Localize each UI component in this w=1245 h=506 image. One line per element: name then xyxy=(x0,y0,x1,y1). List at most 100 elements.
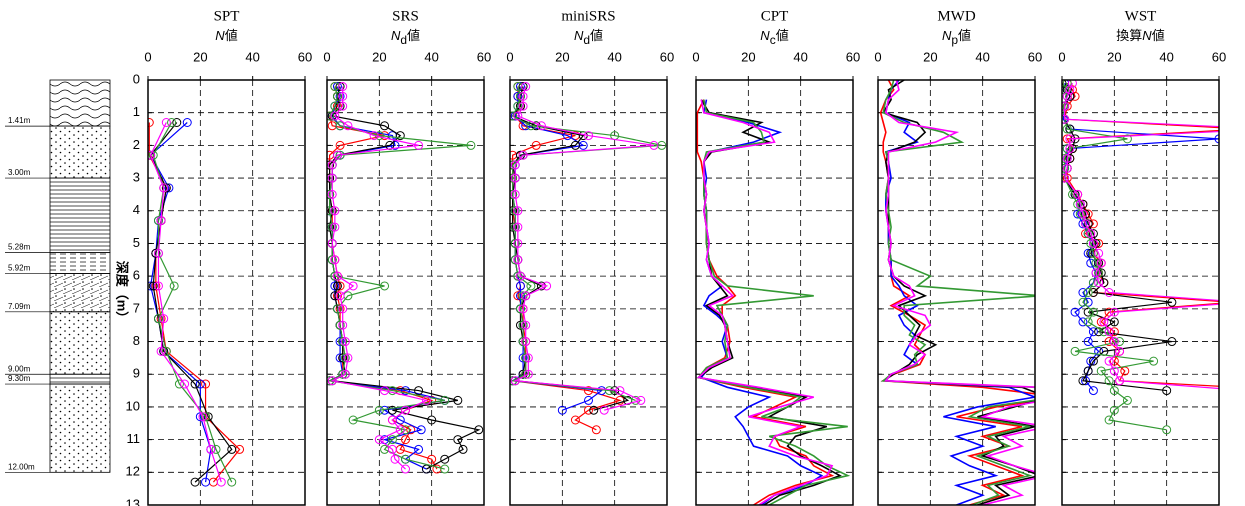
data-point xyxy=(338,82,348,92)
series-line xyxy=(152,122,233,483)
data-point xyxy=(195,379,205,389)
x-tick-label: 0 xyxy=(692,49,699,64)
series-line xyxy=(327,86,471,470)
data-point xyxy=(1075,199,1085,209)
data-point xyxy=(510,160,518,170)
data-point xyxy=(387,444,397,454)
data-point xyxy=(1122,395,1132,405)
data-point xyxy=(1078,209,1088,219)
data-point xyxy=(1070,346,1080,356)
data-point xyxy=(510,160,520,170)
data-point xyxy=(338,304,348,314)
soil-layer xyxy=(49,373,111,385)
data-point xyxy=(1083,307,1093,317)
data-point xyxy=(330,255,340,265)
data-point xyxy=(335,281,345,291)
data-point xyxy=(1162,425,1172,435)
data-point xyxy=(156,314,166,324)
subtitle-suffix: 値 xyxy=(407,28,420,43)
soil-layer xyxy=(49,177,111,254)
layer-depth-label: 12.00m xyxy=(8,462,35,471)
data-point xyxy=(343,353,353,363)
data-point xyxy=(1104,288,1114,297)
data-point xyxy=(584,395,593,405)
layer-depth-label: 9.00m xyxy=(8,364,31,373)
data-point xyxy=(513,238,523,248)
panel-title: SPT xyxy=(214,8,240,24)
data-point xyxy=(584,405,593,415)
data-point xyxy=(1062,153,1072,163)
data-point xyxy=(599,405,609,415)
data-point xyxy=(515,281,525,291)
data-point xyxy=(510,189,518,199)
data-point xyxy=(340,337,350,347)
panel-subtitle: Nd値 xyxy=(391,28,420,47)
data-point xyxy=(521,337,531,347)
data-point xyxy=(1083,288,1093,297)
data-point xyxy=(332,281,342,291)
x-tick-label: 0 xyxy=(874,49,881,64)
data-point xyxy=(1088,288,1098,297)
data-point xyxy=(401,454,410,464)
data-point xyxy=(1062,163,1070,173)
data-point xyxy=(1083,317,1093,327)
data-point xyxy=(416,425,426,435)
data-point xyxy=(174,379,184,389)
x-tick-label: 20 xyxy=(555,49,569,64)
data-point xyxy=(327,189,337,199)
plot-frame xyxy=(326,79,485,506)
data-point xyxy=(584,386,593,396)
data-point xyxy=(591,425,601,435)
data-point xyxy=(330,281,340,291)
data-point xyxy=(515,291,525,301)
x-tick-label: 40 xyxy=(424,49,438,64)
data-point xyxy=(1109,317,1119,327)
data-point xyxy=(332,291,342,301)
panel-title: CPT xyxy=(761,8,789,24)
data-point xyxy=(510,111,518,121)
series-line xyxy=(699,99,824,505)
data-point xyxy=(1088,238,1098,248)
data-point xyxy=(1109,366,1119,376)
data-point xyxy=(521,320,531,330)
plot-frame xyxy=(695,79,854,506)
y-tick-label: 0 xyxy=(133,71,140,86)
data-point xyxy=(343,121,353,131)
data-point xyxy=(1078,199,1088,209)
data-point xyxy=(340,369,350,379)
data-point xyxy=(1067,189,1077,199)
data-point xyxy=(1065,91,1075,101)
data-point xyxy=(515,82,525,92)
series-line xyxy=(329,86,481,470)
data-point xyxy=(458,444,468,454)
data-point xyxy=(153,216,163,226)
data-point xyxy=(374,435,384,445)
data-point xyxy=(510,206,518,216)
layer-depth-label: 7.09m xyxy=(8,302,31,311)
data-point xyxy=(1062,101,1070,111)
data-point xyxy=(180,379,190,389)
data-point xyxy=(513,222,523,232)
data-point xyxy=(327,160,337,170)
data-point xyxy=(348,415,358,425)
data-point xyxy=(523,353,533,363)
data-point xyxy=(589,405,599,415)
data-point xyxy=(327,189,335,199)
data-point xyxy=(1086,238,1096,248)
data-point xyxy=(1241,387,1245,395)
data-point xyxy=(338,337,348,347)
data-point xyxy=(203,412,213,422)
data-point xyxy=(1083,366,1093,376)
layer-depth-label: 5.28m xyxy=(8,243,31,252)
data-point xyxy=(1062,85,1070,95)
data-point xyxy=(387,415,397,425)
series-line xyxy=(697,99,851,505)
y-tick-label: 8 xyxy=(133,333,140,348)
y-tick-label: 3 xyxy=(133,170,140,185)
plot-frame xyxy=(1061,79,1220,506)
series-line xyxy=(1063,83,1219,390)
data-point xyxy=(161,118,171,127)
data-point xyxy=(518,337,528,347)
data-point xyxy=(510,173,518,183)
series-line xyxy=(879,80,1035,505)
